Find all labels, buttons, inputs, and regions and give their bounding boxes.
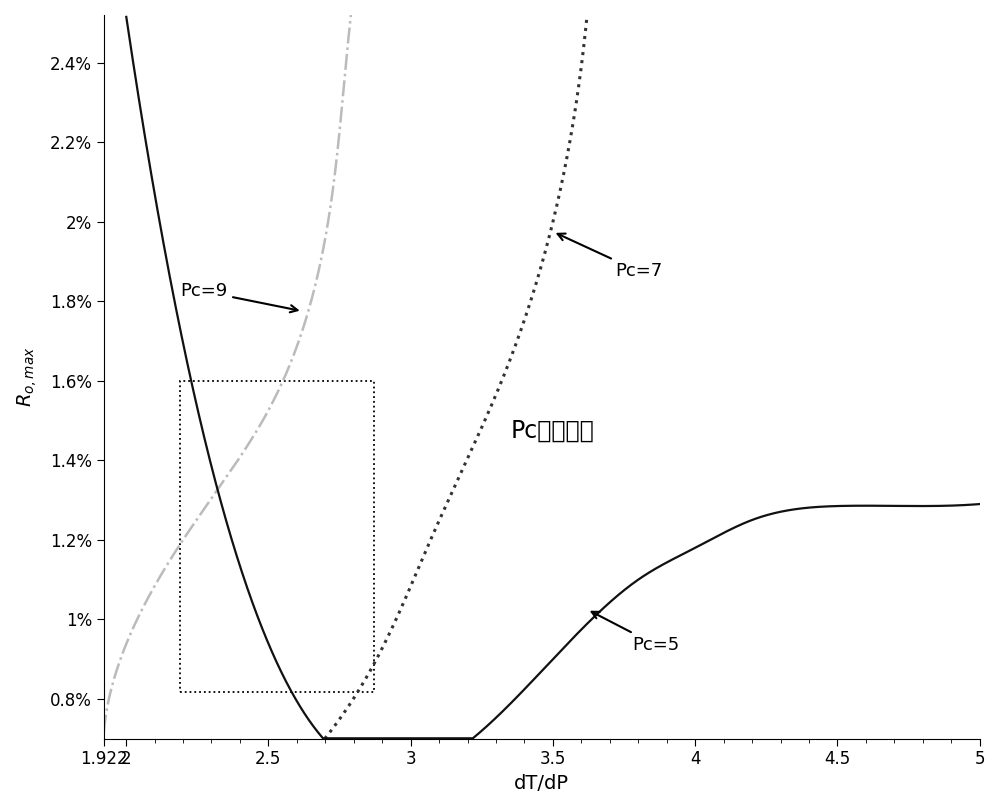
Text: Pc=7: Pc=7 (558, 234, 663, 280)
Bar (180, 381, 374, 692)
Y-axis label: $R_{o,max}$: $R_{o,max}$ (15, 347, 39, 407)
Text: Pc=9: Pc=9 (180, 282, 298, 313)
Text: Pc=5: Pc=5 (592, 612, 680, 654)
X-axis label: dT/dP: dT/dP (514, 774, 569, 793)
Text: Pc临界压力: Pc临界压力 (510, 419, 594, 443)
